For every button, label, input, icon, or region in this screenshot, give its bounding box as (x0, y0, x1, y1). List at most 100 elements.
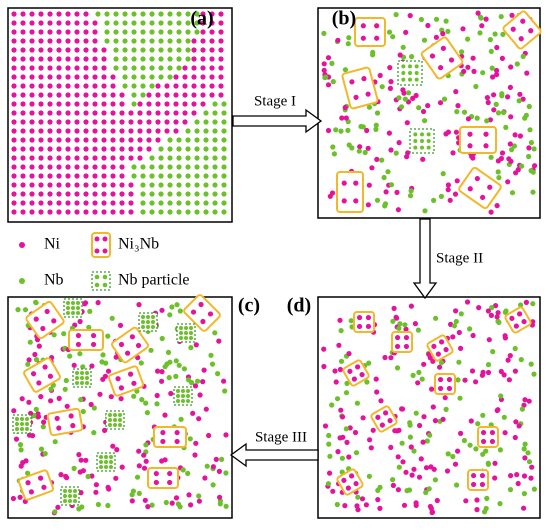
atom (204, 463, 210, 469)
atom (110, 164, 116, 170)
atom (65, 200, 71, 206)
atom (185, 173, 191, 179)
atom (342, 104, 348, 111)
atom (414, 71, 419, 75)
atom (401, 502, 408, 508)
atom (212, 191, 218, 197)
atom (451, 323, 457, 329)
atom (176, 209, 182, 215)
atom (348, 318, 354, 324)
cluster-box (341, 66, 379, 110)
cluster-box (46, 407, 84, 437)
atom (155, 101, 161, 107)
atom (131, 380, 137, 386)
atom (373, 122, 379, 128)
atom (443, 347, 449, 353)
atom (512, 132, 518, 138)
atom (29, 164, 35, 170)
clusters (12, 10, 542, 506)
atom (101, 182, 107, 188)
atom (95, 300, 101, 306)
atom (158, 164, 164, 170)
atom (388, 355, 394, 361)
atom (477, 14, 483, 20)
atom (333, 127, 339, 133)
atom (110, 110, 116, 116)
atom (337, 317, 343, 323)
atom (159, 378, 165, 384)
atom (71, 362, 77, 368)
atom (118, 385, 125, 391)
atom (90, 332, 97, 339)
atom (11, 56, 17, 62)
atom (142, 497, 148, 503)
atom (425, 22, 431, 29)
cluster-box (153, 426, 187, 448)
atom (88, 401, 94, 408)
atom (165, 349, 172, 355)
atom (25, 361, 31, 367)
atom (20, 38, 26, 44)
atom (470, 481, 477, 488)
atom (374, 389, 380, 395)
atom (20, 110, 26, 116)
atom (146, 146, 152, 152)
atom (221, 146, 227, 152)
atom (178, 416, 184, 422)
atom (382, 203, 388, 209)
atom (360, 23, 366, 29)
atom (182, 101, 188, 107)
atom (131, 393, 137, 399)
atom (128, 155, 134, 161)
atom (525, 450, 531, 456)
atom (440, 171, 446, 177)
atom (197, 392, 203, 398)
atom (47, 11, 53, 17)
atom (140, 65, 146, 71)
atom (104, 38, 110, 44)
atom (509, 315, 515, 321)
atom (164, 101, 170, 107)
atom (325, 55, 332, 61)
atom (119, 128, 125, 134)
atom (429, 509, 436, 515)
atom (494, 67, 500, 74)
atom (37, 475, 44, 481)
atom (341, 180, 347, 186)
atom (65, 11, 71, 17)
atom (146, 315, 150, 319)
atom (38, 20, 44, 26)
panel-label: (c) (238, 295, 260, 317)
atom (119, 182, 125, 188)
atom (510, 26, 516, 32)
atom (364, 127, 370, 134)
atom (101, 155, 107, 161)
atom (469, 368, 476, 374)
atom (357, 144, 363, 150)
atom (496, 175, 502, 181)
atom (40, 424, 46, 430)
atom (390, 318, 396, 324)
atom (437, 364, 443, 370)
atom (383, 410, 389, 416)
atom (407, 13, 413, 19)
atom (176, 137, 182, 143)
cluster-box (25, 300, 65, 340)
atom (74, 29, 80, 35)
atom (530, 189, 536, 195)
atom (400, 459, 406, 465)
atom (101, 164, 107, 170)
atom (119, 119, 125, 125)
atom (508, 64, 514, 70)
atom (78, 397, 84, 403)
atom (193, 440, 199, 446)
atom (167, 146, 173, 152)
atom (421, 37, 428, 43)
atom (338, 407, 344, 413)
atom (83, 92, 89, 98)
atom (454, 482, 460, 488)
atom (221, 378, 227, 384)
ni3nb-cluster (111, 326, 149, 364)
atom (155, 92, 161, 98)
atom (185, 164, 191, 170)
